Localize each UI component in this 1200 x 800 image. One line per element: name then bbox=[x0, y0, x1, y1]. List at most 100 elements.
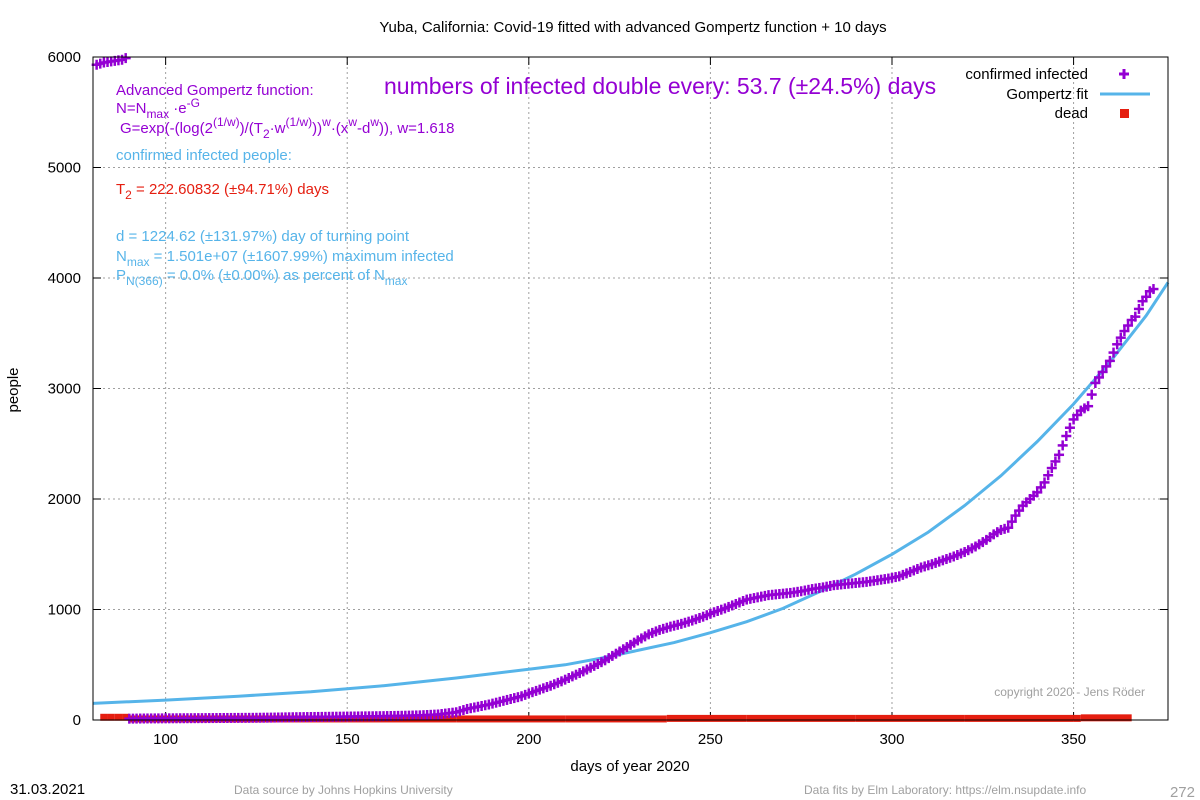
copyright: copyright 2020 - Jens Röder bbox=[994, 685, 1145, 699]
y-tick-label: 3000 bbox=[48, 381, 81, 398]
t2-sub: 2 bbox=[125, 188, 132, 202]
p-sub2: max bbox=[385, 274, 408, 288]
x-tick-label: 300 bbox=[879, 731, 904, 748]
footer-date: 31.03.2021 bbox=[10, 781, 85, 798]
eq2-sup1: (1/w) bbox=[213, 115, 240, 129]
footer-fits: Data fits by Elm Laboratory: https://elm… bbox=[804, 783, 1086, 797]
x-tick-label: 250 bbox=[698, 731, 723, 748]
confirmed-point bbox=[1108, 347, 1119, 358]
doubling-annotation: numbers of infected double every: 53.7 (… bbox=[384, 73, 936, 99]
equation-2: G=exp(-(log(2(1/w))/(T2·w(1/w)))w·(xw-dw… bbox=[120, 115, 454, 141]
x-tick-label: 350 bbox=[1061, 731, 1086, 748]
dead-point bbox=[1073, 714, 1081, 722]
confirmed-point bbox=[1148, 284, 1159, 295]
dead-point bbox=[122, 713, 130, 721]
y-tick-label: 2000 bbox=[48, 491, 81, 508]
chart-title: Yuba, California: Covid-19 fitted with a… bbox=[379, 19, 886, 36]
y-tick-label: 4000 bbox=[48, 270, 81, 287]
confirmed-point bbox=[1039, 477, 1050, 488]
plot-frame bbox=[92, 56, 1169, 721]
confirmed-point bbox=[1057, 440, 1068, 451]
axis-ticks: 100 150 200 250 300 350 0 1000 2000 3000 4000 5000 6… bbox=[48, 49, 1168, 748]
y-tick-label: 5000 bbox=[48, 160, 81, 177]
series-gompertz-fit-line bbox=[92, 281, 1170, 705]
dead-point bbox=[1080, 714, 1132, 722]
p-line: PN(366) = 0.0% (±0.00%) as percent of Nm… bbox=[116, 267, 407, 288]
confirmed-point bbox=[1093, 372, 1104, 383]
eq1-sup: -G bbox=[187, 96, 200, 110]
eq1-sub: max bbox=[146, 107, 169, 121]
y-tick-label: 6000 bbox=[48, 49, 81, 66]
dead-point bbox=[666, 714, 747, 722]
legend-marker-confirmed bbox=[1119, 69, 1129, 79]
y-tick-label: 0 bbox=[73, 712, 81, 729]
eq1-mid: ·e bbox=[169, 100, 187, 117]
eq2-d: )) bbox=[312, 120, 322, 137]
confirmed-point bbox=[1104, 355, 1115, 366]
dead-point bbox=[114, 713, 123, 721]
eq2-b: )/(T bbox=[240, 120, 263, 137]
t2-main: T bbox=[116, 181, 125, 198]
footer-source: Data source by Johns Hopkins University bbox=[234, 783, 453, 797]
eq2-sub: 2 bbox=[263, 127, 270, 141]
confirmed-point bbox=[1090, 377, 1101, 388]
eq2-a: G=exp(-(log(2 bbox=[120, 120, 213, 137]
confirmed-point bbox=[1086, 389, 1097, 400]
dead-point bbox=[100, 713, 108, 721]
dead-point bbox=[964, 714, 1074, 722]
footer-page-number: 272 bbox=[1170, 784, 1195, 800]
legend-label-confirmed: confirmed infected bbox=[965, 66, 1088, 83]
eq2-f: -d bbox=[357, 120, 370, 137]
confirmed-point bbox=[1064, 422, 1075, 433]
legend-label-fit: Gompertz fit bbox=[1006, 86, 1089, 103]
x-tick-label: 150 bbox=[335, 731, 360, 748]
legend: confirmed infected Gompertz fit dead bbox=[965, 66, 1150, 122]
nmax-line: Nmax = 1.501e+07 (±1607.99%) maximum inf… bbox=[116, 248, 454, 269]
dead-point bbox=[107, 713, 115, 721]
p-rest: = 0.0% (±0.00%) as percent of N bbox=[163, 267, 385, 284]
confirmed-point bbox=[1043, 470, 1054, 481]
eq2-sup3: w bbox=[321, 115, 331, 129]
dead-point bbox=[855, 714, 965, 722]
confirmed-point bbox=[1101, 361, 1112, 372]
p-sub: N(366) bbox=[126, 274, 163, 288]
x-tick-label: 100 bbox=[153, 731, 178, 748]
confirmed-point bbox=[1130, 311, 1141, 322]
t2-line: T2 = 222.60832 (±94.71%) days bbox=[116, 181, 329, 202]
legend-marker-dead bbox=[1120, 109, 1129, 118]
confirmed-point bbox=[1054, 449, 1065, 460]
eq2-c: ·w bbox=[270, 120, 286, 137]
t2-rest: = 222.60832 (±94.71%) days bbox=[132, 181, 329, 198]
confirmed-point bbox=[1112, 339, 1123, 350]
d-line: d = 1224.62 (±131.97%) day of turning po… bbox=[116, 228, 410, 245]
y-tick-label: 1000 bbox=[48, 602, 81, 619]
eq2-sup2: (1/w) bbox=[285, 115, 312, 129]
confirmed-point bbox=[1006, 516, 1017, 527]
legend-label-dead: dead bbox=[1055, 105, 1088, 122]
dead-point bbox=[746, 714, 856, 722]
dead-point bbox=[456, 715, 566, 723]
x-axis-label: days of year 2020 bbox=[570, 758, 689, 775]
confirmed-point bbox=[1003, 522, 1014, 533]
nmax-main: N bbox=[116, 248, 127, 265]
confirmed-point bbox=[1141, 291, 1152, 302]
confirmed-point bbox=[1083, 401, 1094, 412]
dead-point bbox=[565, 715, 667, 723]
eq2-g: )), w=1.618 bbox=[379, 120, 454, 137]
x-tick-label: 200 bbox=[516, 731, 541, 748]
confirmed-label: confirmed infected people: bbox=[116, 147, 292, 164]
confirmed-point bbox=[1119, 326, 1130, 337]
confirmed-point bbox=[1115, 332, 1126, 343]
gompertz-heading: Advanced Gompertz function: bbox=[116, 82, 314, 99]
nmax-rest: = 1.501e+07 (±1607.99%) maximum infected bbox=[150, 248, 454, 265]
eq2-sup4: w bbox=[347, 115, 357, 129]
confirmed-point bbox=[1133, 303, 1144, 314]
confirmed-point bbox=[1050, 456, 1061, 467]
eq2-e: ·(x bbox=[331, 120, 349, 137]
nmax-sub: max bbox=[127, 255, 150, 269]
eq1-main: N=N bbox=[116, 100, 146, 117]
confirmed-point bbox=[1046, 463, 1057, 474]
confirmed-point bbox=[120, 53, 131, 64]
y-axis-label: people bbox=[5, 367, 22, 412]
